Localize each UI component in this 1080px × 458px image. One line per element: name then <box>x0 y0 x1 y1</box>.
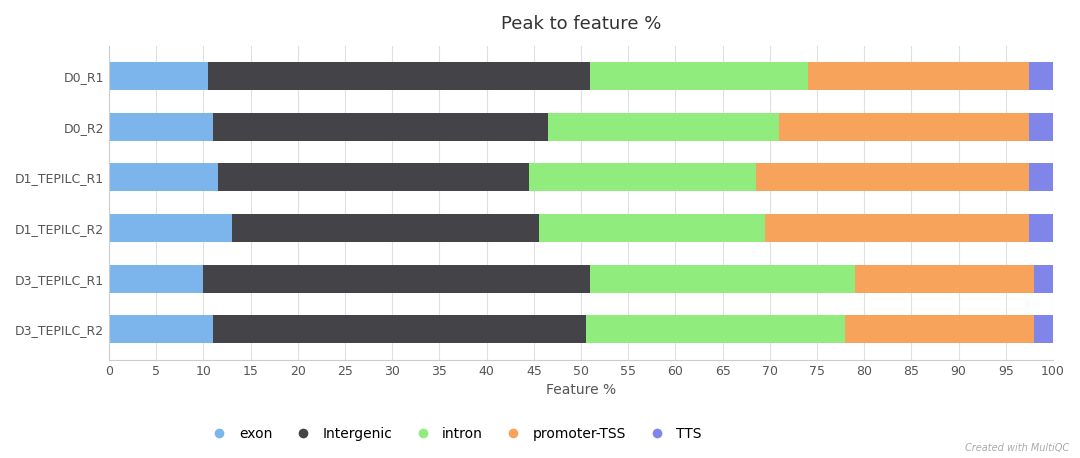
Bar <box>203 265 591 293</box>
X-axis label: Feature %: Feature % <box>546 383 616 397</box>
Bar <box>1029 214 1053 242</box>
Bar <box>585 316 846 344</box>
Bar <box>1029 113 1053 141</box>
Bar <box>591 62 808 90</box>
Bar <box>217 164 529 191</box>
Bar <box>539 214 765 242</box>
Bar <box>109 265 203 293</box>
Bar <box>109 214 232 242</box>
Bar <box>213 113 548 141</box>
Bar <box>109 164 217 191</box>
Bar <box>808 62 1029 90</box>
Bar <box>109 316 213 344</box>
Bar <box>780 113 1029 141</box>
Bar <box>529 164 756 191</box>
Bar <box>213 316 585 344</box>
Bar <box>591 265 854 293</box>
Bar <box>1029 62 1053 90</box>
Bar <box>548 113 780 141</box>
Bar <box>846 316 1035 344</box>
Bar <box>109 62 208 90</box>
Bar <box>765 214 1029 242</box>
Text: Created with MultiQC: Created with MultiQC <box>966 443 1069 453</box>
Bar <box>1035 265 1053 293</box>
Bar <box>1035 316 1053 344</box>
Bar <box>1029 164 1053 191</box>
Title: Peak to feature %: Peak to feature % <box>501 15 661 33</box>
Bar <box>208 62 591 90</box>
Bar <box>109 113 213 141</box>
Legend: exon, Intergenic, intron, promoter-TSS, TTS: exon, Intergenic, intron, promoter-TSS, … <box>200 421 707 447</box>
Bar <box>756 164 1029 191</box>
Bar <box>232 214 539 242</box>
Bar <box>854 265 1035 293</box>
